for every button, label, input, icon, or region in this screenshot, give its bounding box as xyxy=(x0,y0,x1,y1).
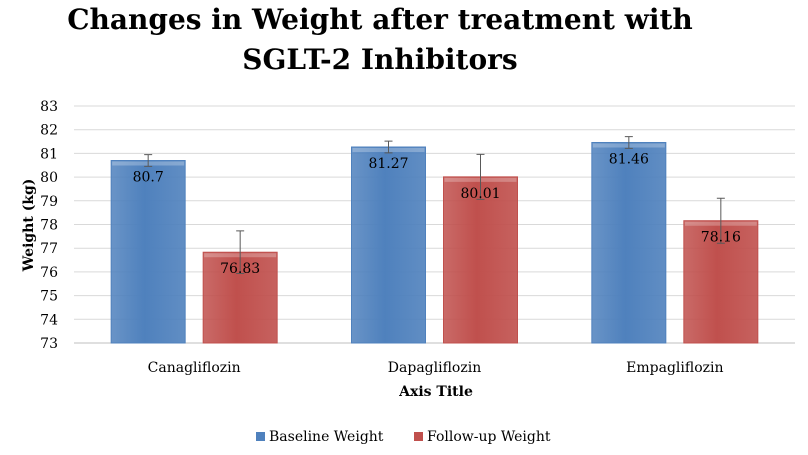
legend-label: Follow-up Weight xyxy=(427,429,551,445)
y-tick-label: 81 xyxy=(40,146,58,162)
x-axis-title: Axis Title xyxy=(398,384,473,400)
y-tick-label: 78 xyxy=(40,218,58,234)
y-tick-label: 75 xyxy=(40,289,58,305)
y-tick-label: 74 xyxy=(40,312,58,328)
data-label: 78.16 xyxy=(701,230,741,246)
bar-baseline-weight-canagliflozin xyxy=(110,160,186,344)
y-axis-ticks: 73 74 75 76 77 78 79 80 81 82 83 xyxy=(40,99,58,352)
y-tick-label: 80 xyxy=(40,170,58,186)
x-tick-label: Dapagliflozin xyxy=(388,360,481,376)
y-tick-label: 76 xyxy=(40,265,58,281)
legend-swatch xyxy=(414,432,423,441)
chart-title-line-2: SGLT-2 Inhibitors xyxy=(242,43,518,76)
data-label: 81.27 xyxy=(368,156,408,172)
error-bar xyxy=(624,136,633,149)
x-tick-label: Canagliflozin xyxy=(148,360,241,376)
y-tick-label: 82 xyxy=(40,123,58,139)
legend-swatch xyxy=(256,432,265,441)
y-tick-label: 79 xyxy=(40,194,58,210)
legend-label: Baseline Weight xyxy=(269,429,384,445)
error-bars xyxy=(144,136,725,275)
y-tick-label: 73 xyxy=(40,336,58,352)
error-bar xyxy=(144,154,153,167)
x-axis-ticks: Canagliflozin Dapagliflozin Empagliflozin xyxy=(148,360,724,376)
bars xyxy=(110,141,759,344)
legend: Baseline Weight Follow-up Weight xyxy=(256,429,551,445)
x-tick-label: Empagliflozin xyxy=(626,360,723,376)
error-bar xyxy=(236,230,245,275)
bar-baseline-weight-dapagliflozin xyxy=(351,146,426,344)
data-labels: 80.7 76.83 81.27 80.01 81.46 78.16 xyxy=(133,151,741,277)
bar-follow-up-weight-dapagliflozin xyxy=(443,176,518,344)
data-label: 80.01 xyxy=(460,186,500,202)
data-label: 81.46 xyxy=(609,151,649,167)
bar-baseline-weight-empagliflozin xyxy=(591,141,667,344)
data-label: 76.83 xyxy=(220,261,260,277)
gridlines xyxy=(74,105,795,344)
chart-title-line-1: Changes in Weight after treatment with xyxy=(67,3,693,36)
y-tick-label: 77 xyxy=(40,241,58,257)
error-bar xyxy=(384,140,393,154)
y-tick-label: 83 xyxy=(40,99,58,115)
y-axis-title: Weight (kg) xyxy=(21,179,37,273)
error-bar xyxy=(716,197,725,244)
error-bar xyxy=(476,153,485,200)
data-label: 80.7 xyxy=(133,170,164,186)
